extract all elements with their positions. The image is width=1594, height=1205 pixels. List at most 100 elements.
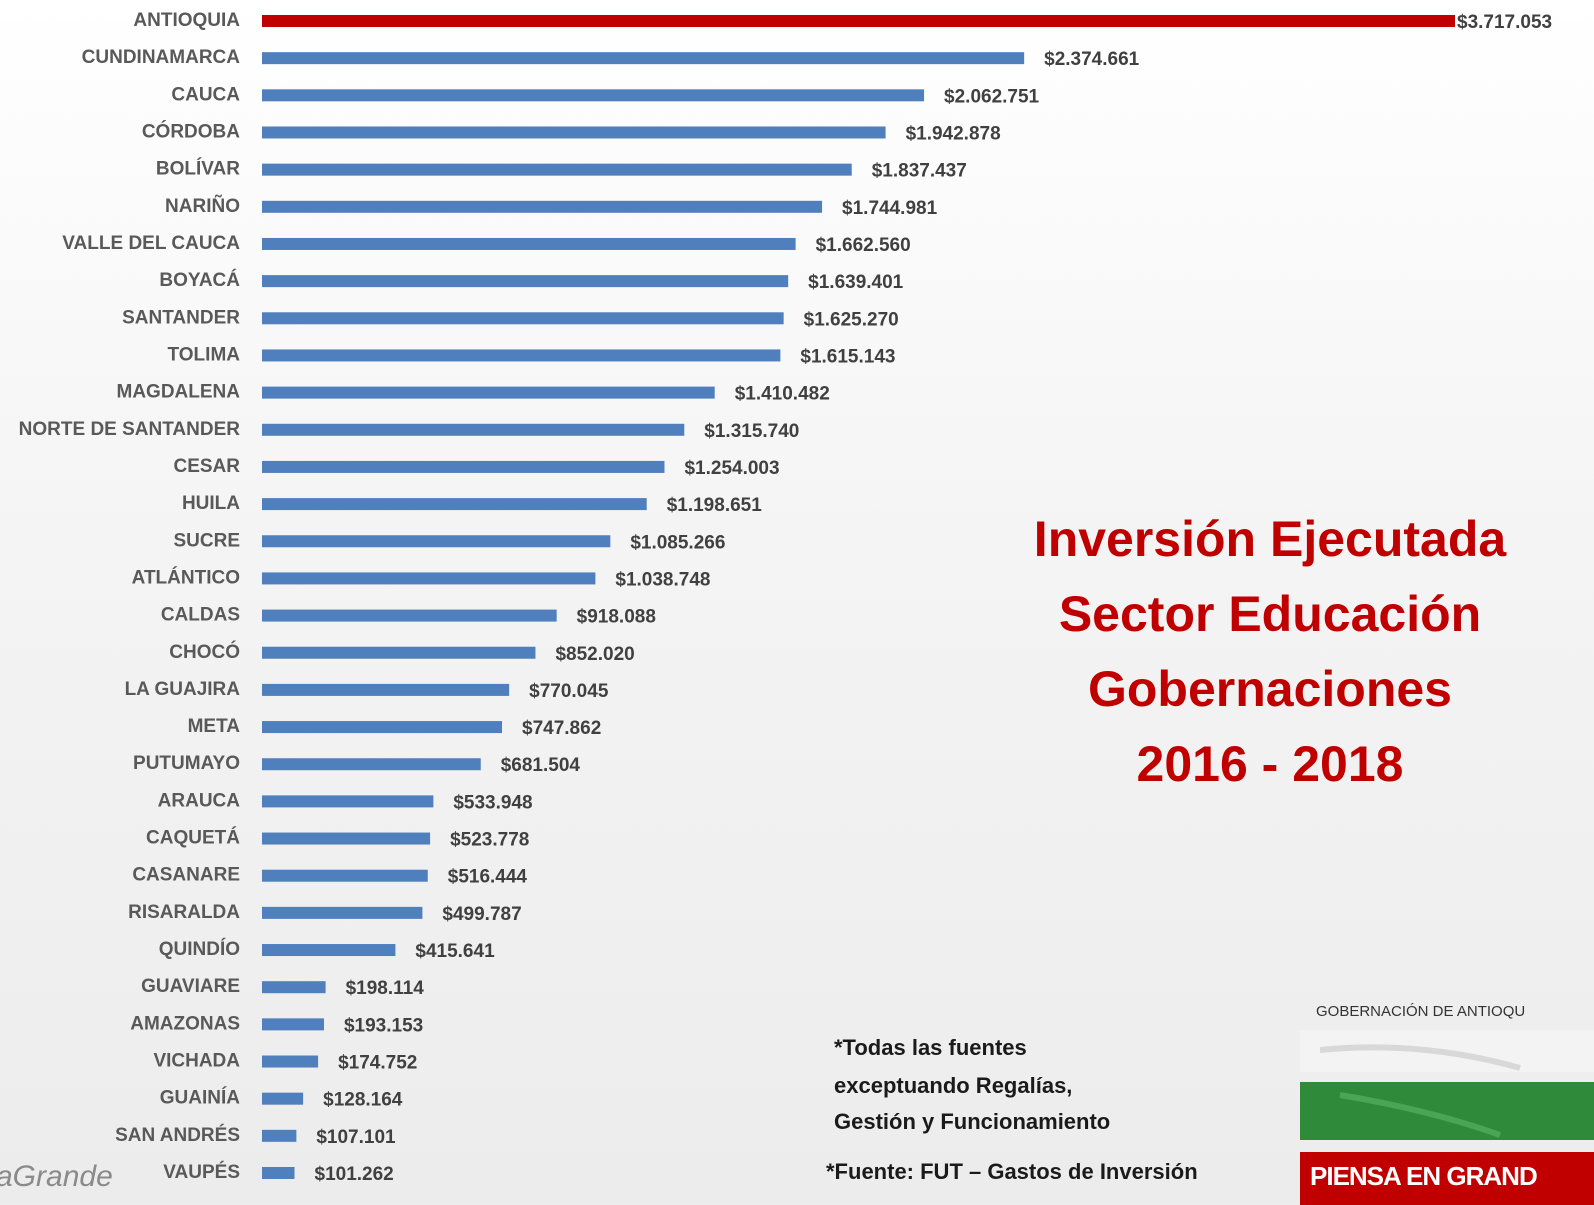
bar [262, 312, 784, 325]
category-label: CESAR [173, 456, 240, 477]
category-label: QUINDÍO [159, 938, 240, 960]
bar [262, 869, 428, 882]
category-label: VAUPÉS [163, 1161, 240, 1183]
category-label: TOLIMA [168, 344, 241, 365]
category-label: CÓRDOBA [142, 120, 240, 142]
bar [262, 349, 781, 362]
value-label: $2.062.751 [944, 86, 1040, 107]
bar [262, 944, 396, 957]
value-label: $1.942.878 [906, 123, 1001, 144]
category-label: GUAVIARE [141, 976, 240, 997]
category-label: CASANARE [132, 865, 240, 886]
category-label: NORTE DE SANTANDER [19, 419, 241, 440]
bar [262, 646, 536, 659]
category-label: CAQUETÁ [146, 827, 240, 849]
chart-title: 2016 - 2018 [1137, 736, 1404, 792]
category-label: SUCRE [173, 530, 240, 551]
value-label: $1.198.651 [667, 495, 763, 516]
category-label: GUAINÍA [160, 1087, 241, 1109]
logo-banner [1300, 1152, 1594, 1205]
bar [262, 795, 434, 808]
category-label: VALLE DEL CAUCA [62, 233, 240, 254]
category-label: LA GUAJIRA [125, 679, 241, 700]
bar [262, 758, 481, 771]
chart-title: Inversión Ejecutada [1034, 511, 1508, 567]
value-label: $101.262 [315, 1164, 394, 1185]
value-label: $747.862 [522, 718, 601, 739]
category-label: SANTANDER [122, 307, 240, 328]
value-label: $1.625.270 [804, 309, 899, 330]
value-label: $1.085.266 [630, 532, 725, 553]
bar [262, 1167, 295, 1179]
note: *Todas las fuentes [834, 1035, 1027, 1060]
value-label: $1.254.003 [684, 458, 779, 479]
value-label: $523.778 [450, 830, 529, 851]
bar [262, 981, 326, 994]
value-label: $174.752 [338, 1053, 417, 1074]
category-label: PUTUMAYO [133, 753, 240, 774]
bar [262, 609, 557, 622]
category-label: MAGDALENA [117, 382, 241, 403]
category-label: HUILA [182, 493, 240, 514]
bar [262, 163, 852, 176]
value-label: $1.662.560 [816, 235, 911, 256]
bar [262, 89, 925, 102]
category-label: SAN ANDRÉS [115, 1124, 240, 1146]
value-label: $1.744.981 [842, 198, 938, 219]
logo-text: PIENSA EN GRAND [1310, 1161, 1537, 1191]
value-label: $499.787 [442, 904, 521, 925]
value-label: $1.315.740 [704, 421, 799, 442]
logo-text: GOBERNACIÓN DE ANTIOQU [1316, 1003, 1525, 1020]
flag-fold [1319, 1044, 1521, 1071]
bar [262, 906, 423, 919]
note: Gestión y Funcionamiento [834, 1109, 1110, 1134]
value-label: $1.410.482 [735, 384, 830, 405]
value-label: $516.444 [448, 867, 528, 888]
bar [262, 498, 647, 511]
category-label: BOLÍVAR [156, 158, 240, 180]
value-label: $1.615.143 [800, 346, 895, 367]
value-label: $3.717.053 [1457, 12, 1552, 33]
chart-title: Sector Educación [1059, 586, 1481, 642]
bar [262, 1092, 304, 1105]
category-label: CAUCA [171, 84, 240, 105]
bar [262, 832, 431, 845]
bar [262, 237, 796, 250]
value-label: $1.038.748 [615, 569, 710, 590]
value-label: $681.504 [501, 755, 581, 776]
bar [262, 200, 823, 213]
bar [262, 386, 715, 399]
category-label: NARIÑO [165, 195, 240, 217]
flag-fold [1339, 1092, 1502, 1138]
bar [262, 126, 886, 139]
value-label: $770.045 [529, 681, 609, 702]
note: *Fuente: FUT – Gastos de Inversión [826, 1159, 1198, 1184]
bar [262, 572, 596, 585]
bar [262, 460, 665, 473]
bar [262, 1018, 324, 1031]
bar [262, 52, 1025, 65]
bar [262, 1129, 297, 1142]
category-label: CALDAS [161, 605, 240, 626]
bar [262, 683, 510, 696]
value-label: $128.164 [323, 1090, 403, 1111]
bar [262, 535, 611, 548]
bar [262, 721, 503, 734]
bar [262, 275, 789, 288]
value-label: $107.101 [316, 1127, 396, 1148]
logo [1300, 1030, 1594, 1205]
value-label: $1.837.437 [872, 161, 967, 182]
category-label: CUNDINAMARCA [82, 47, 241, 68]
bar [262, 423, 685, 436]
value-label: $1.639.401 [808, 272, 904, 293]
category-label: VICHADA [153, 1051, 240, 1072]
value-label: $533.948 [453, 792, 532, 813]
value-label: $415.641 [415, 941, 495, 962]
note: exceptuando Regalías, [834, 1073, 1072, 1098]
logo-text: aGrande [0, 1160, 113, 1193]
value-label: $198.114 [346, 978, 425, 999]
value-label: $193.153 [344, 1015, 423, 1036]
value-label: $918.088 [577, 607, 656, 628]
category-label: CHOCÓ [169, 641, 240, 663]
category-label: ATLÁNTICO [132, 566, 240, 588]
